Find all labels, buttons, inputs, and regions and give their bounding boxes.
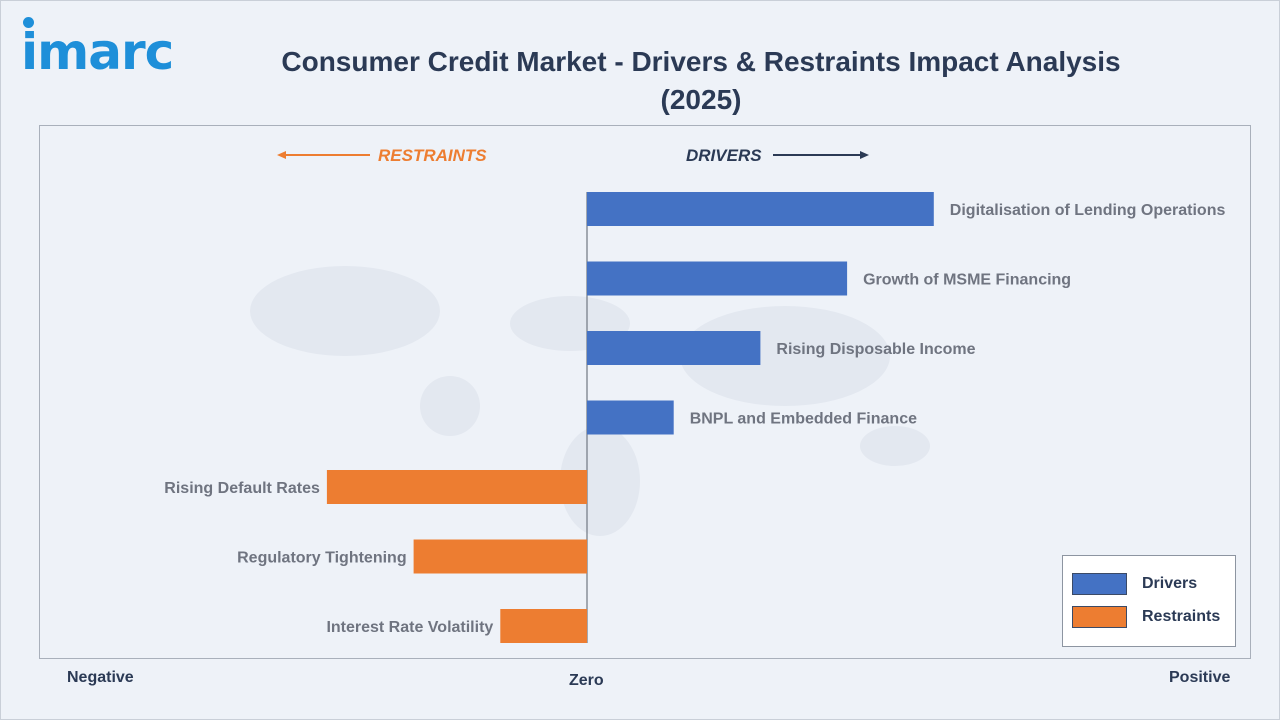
driver-label-0: Digitalisation of Lending Operations (950, 202, 1226, 219)
driver-label-2: Rising Disposable Income (776, 341, 975, 358)
driver-bar-1 (587, 261, 848, 296)
chart-panel: Digitalisation of Lending Operations Grow… (39, 125, 1251, 659)
restraint-bar-6 (500, 609, 587, 643)
axis-label-zero: Zero (569, 672, 604, 689)
legend-swatch-restraints (1072, 606, 1127, 628)
world-map-shape-0 (250, 266, 440, 356)
impact-chart: Digitalisation of Lending Operations Grow… (164, 146, 1226, 643)
chart-title: Consumer Credit Market - Drivers & Restr… (251, 43, 1151, 119)
logo-dot (23, 17, 34, 28)
driver-bar-0 (587, 192, 934, 226)
restraint-bar-5 (413, 539, 587, 574)
legend-label-drivers: Drivers (1142, 575, 1198, 592)
drivers-arrow-head (860, 151, 869, 159)
restraint-label-5: Regulatory Tightening (237, 550, 406, 567)
restraint-label-4: Rising Default Rates (164, 480, 320, 497)
restraints-direction-label: RESTRAINTS (378, 146, 487, 165)
axis-label-negative: Negative (67, 669, 134, 686)
legend-swatch-drivers (1072, 573, 1127, 595)
world-map-shape-4 (860, 426, 930, 466)
restraint-bar-4 (326, 470, 587, 504)
legend-label-restraints: Restraints (1142, 608, 1221, 625)
axis-label-positive: Positive (1169, 669, 1231, 686)
chart-title-line1: Consumer Credit Market - Drivers & Restr… (281, 46, 1121, 77)
chart-legend: Drivers Restraints (1062, 555, 1236, 647)
driver-bar-3 (587, 400, 674, 435)
driver-bar-2 (587, 331, 761, 365)
world-map-shape-1 (420, 376, 480, 436)
driver-label-3: BNPL and Embedded Finance (690, 411, 917, 428)
driver-label-1: Growth of MSME Financing (863, 272, 1071, 289)
world-map-shape-5 (560, 426, 640, 536)
chart-title-line2: (2025) (660, 84, 742, 115)
restraints-arrow-head (277, 151, 286, 159)
restraint-label-6: Interest Rate Volatility (326, 619, 493, 636)
imarc-logo: imarc (21, 23, 174, 81)
drivers-direction-label: DRIVERS (686, 146, 762, 165)
